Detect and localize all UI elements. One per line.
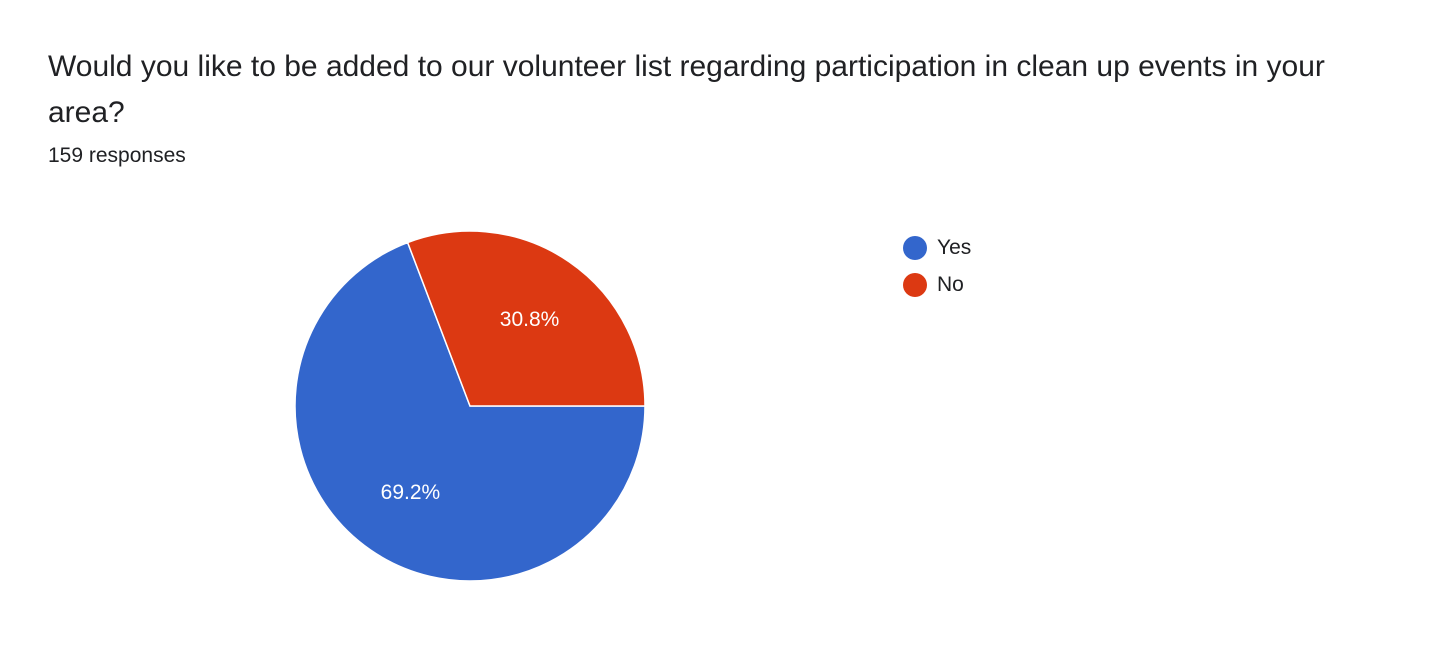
legend-label-yes: Yes bbox=[937, 235, 972, 259]
response-count: 159 responses bbox=[48, 144, 186, 167]
question-title: Would you like to be added to our volunt… bbox=[48, 50, 1325, 129]
pie-slices-group: 69.2% 30.8% bbox=[294, 230, 646, 582]
pie-slice-no[interactable] bbox=[406, 230, 646, 407]
chart-legend: Yes No bbox=[903, 229, 971, 303]
legend-swatch-no bbox=[903, 272, 927, 297]
legend-item-yes[interactable]: Yes bbox=[903, 229, 971, 266]
pie-label-no: 30.8% bbox=[500, 308, 560, 331]
legend-item-no[interactable]: No bbox=[903, 266, 971, 303]
pie-slice-yes[interactable] bbox=[294, 241, 646, 582]
legend-swatch-yes bbox=[903, 235, 927, 260]
legend-label-no: No bbox=[937, 272, 964, 296]
pie-label-yes: 69.2% bbox=[381, 481, 441, 504]
